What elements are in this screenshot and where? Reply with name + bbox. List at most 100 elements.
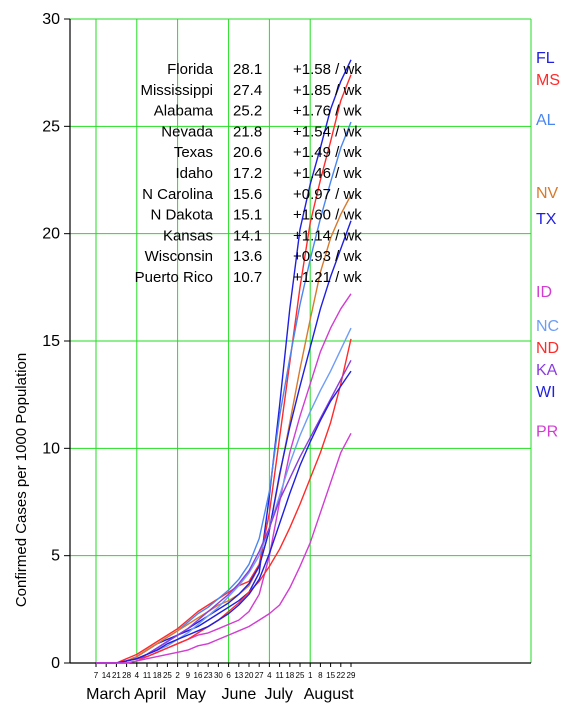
table-rate: +1.46 / wk (293, 165, 362, 182)
table-value: 28.1 (233, 61, 262, 78)
series-line-al (96, 121, 352, 664)
series-end-label: ND (536, 340, 559, 357)
x-tick-label: 11 (143, 671, 152, 680)
table-state: Mississippi (140, 82, 213, 99)
series-end-label: ID (536, 284, 552, 301)
x-tick-label: 4 (135, 671, 140, 680)
y-tick-label: 25 (42, 118, 60, 135)
table-rate: +1.85 / wk (293, 82, 362, 99)
x-tick-label: 14 (102, 671, 111, 680)
table-row: Kansas 14.1 +1.14 / wk (163, 227, 362, 244)
table-rate: +1.58 / wk (293, 61, 362, 78)
series-line-ms (96, 74, 352, 664)
x-tick-label: 7 (94, 671, 99, 680)
series-end-label: NV (536, 185, 559, 202)
x-tick-label: 2 (175, 671, 180, 680)
series-end-label: WI (536, 384, 556, 401)
table-state: Kansas (163, 227, 213, 244)
table-state: Alabama (154, 103, 214, 120)
table-value: 20.6 (233, 144, 262, 161)
y-tick-label: 15 (42, 333, 60, 350)
series-end-label: PR (536, 423, 558, 440)
x-tick-label: 11 (275, 671, 284, 680)
x-ticks: 7 14 21 28 4 11 18 25 2 9 16 23 30 6 13 20 27 4 11 18 25 1 8 15… (94, 671, 356, 680)
y-tick-label: 5 (51, 548, 60, 565)
series-line-wi (96, 370, 352, 664)
series-lines (96, 59, 352, 664)
month-labels: March April May June July August (86, 686, 354, 703)
x-tick-label: 21 (112, 671, 121, 680)
table-rate: +1.60 / wk (293, 207, 362, 224)
series-end-label: KA (536, 362, 558, 379)
series-end-label: FL (536, 50, 555, 67)
table-state: Florida (167, 61, 214, 78)
series-end-labels: FL MS AL NV TX ID NC ND KA WI PR (536, 50, 560, 441)
x-tick-label: 30 (214, 671, 223, 680)
table-state: Puerto Rico (135, 269, 213, 286)
table-value: 27.4 (233, 82, 262, 99)
table-row: Florida 28.1 +1.58 / wk (167, 61, 362, 78)
x-tick-label: 25 (163, 671, 172, 680)
x-tick-label: 29 (347, 671, 356, 680)
series-end-label: AL (536, 112, 556, 129)
x-tick-label: 8 (318, 671, 323, 680)
x-tick-label: 6 (226, 671, 231, 680)
table-rate: +1.14 / wk (293, 227, 362, 244)
x-tick-label: 27 (255, 671, 264, 680)
table-rate: +0.97 / wk (293, 186, 362, 203)
y-tick-label: 0 (51, 655, 60, 672)
month-label: July (264, 686, 292, 703)
x-tick-label: 4 (267, 671, 272, 680)
table-row: Nevada 21.8 +1.54 / wk (161, 123, 362, 140)
legend-table: Florida 28.1 +1.58 / wk Mississippi 27.4 +1.8… (135, 61, 363, 286)
x-tick-label: 1 (308, 671, 313, 680)
table-row: Texas 20.6 +1.49 / wk (174, 144, 362, 161)
table-row: Alabama 25.2 +1.76 / wk (154, 103, 362, 120)
x-tick-label: 9 (186, 671, 191, 680)
month-label: June (222, 686, 257, 703)
series-end-label: TX (536, 211, 557, 228)
y-tick-label: 30 (42, 11, 60, 28)
table-value: 13.6 (233, 248, 262, 265)
table-rate: +1.76 / wk (293, 103, 362, 120)
table-row: N Dakota 15.1 +1.60 / wk (150, 207, 362, 224)
y-axis-label: Confirmed Cases per 1000 Population (13, 353, 30, 607)
table-rate: +1.21 / wk (293, 269, 362, 286)
y-ticks: 0 5 10 15 20 25 30 (42, 11, 60, 672)
x-tick-label: 23 (204, 671, 213, 680)
month-label: August (304, 686, 354, 703)
series-end-label: MS (536, 72, 560, 89)
axes (64, 18, 531, 667)
table-value: 14.1 (233, 227, 262, 244)
series-line-nd (96, 338, 352, 664)
table-state: Nevada (161, 123, 213, 140)
month-label: April (134, 686, 166, 703)
y-tick-label: 10 (42, 440, 60, 457)
series-line-id (96, 293, 352, 664)
x-tick-label: 25 (296, 671, 305, 680)
table-value: 25.2 (233, 103, 262, 120)
x-tick-label: 28 (122, 671, 131, 680)
x-tick-label: 16 (194, 671, 203, 680)
table-state: N Carolina (142, 186, 214, 203)
x-tick-label: 20 (245, 671, 254, 680)
series-end-label: NC (536, 318, 559, 335)
table-state: Idaho (175, 165, 213, 182)
table-row: Mississippi 27.4 +1.85 / wk (140, 82, 362, 99)
series-line-pr (96, 432, 352, 664)
table-state: Texas (174, 144, 213, 161)
grid (70, 18, 532, 663)
table-value: 15.6 (233, 186, 262, 203)
table-row: Puerto Rico 10.7 +1.21 / wk (135, 269, 363, 286)
table-rate: +1.54 / wk (293, 123, 362, 140)
x-tick-label: 18 (153, 671, 162, 680)
series-line-nc (96, 327, 352, 664)
table-value: 21.8 (233, 123, 262, 140)
table-value: 10.7 (233, 269, 262, 286)
y-tick-label: 20 (42, 226, 60, 243)
x-tick-label: 22 (336, 671, 345, 680)
table-value: 15.1 (233, 207, 262, 224)
table-state: N Dakota (150, 207, 213, 224)
table-row: Wisconsin 13.6 +0.93 / wk (145, 248, 363, 265)
